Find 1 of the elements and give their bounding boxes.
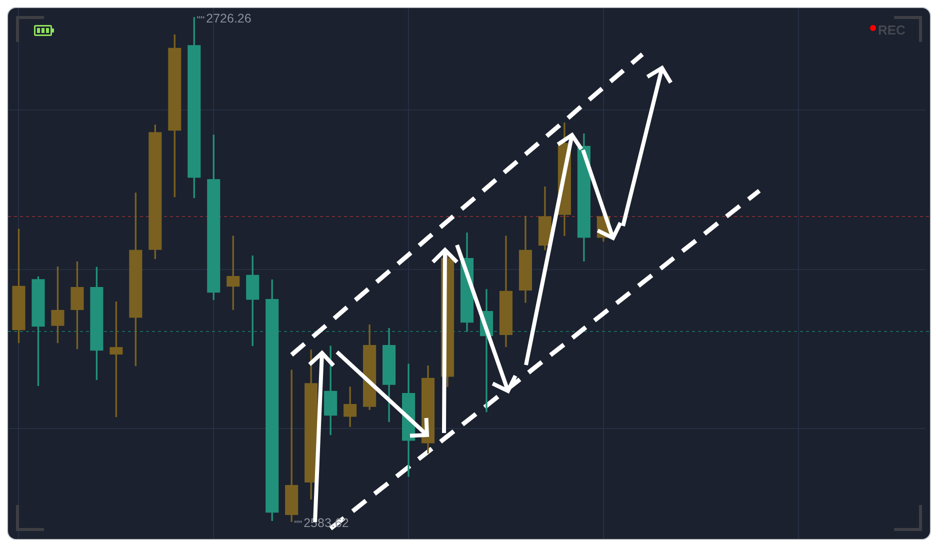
annotation: 2726.26: [206, 12, 252, 26]
